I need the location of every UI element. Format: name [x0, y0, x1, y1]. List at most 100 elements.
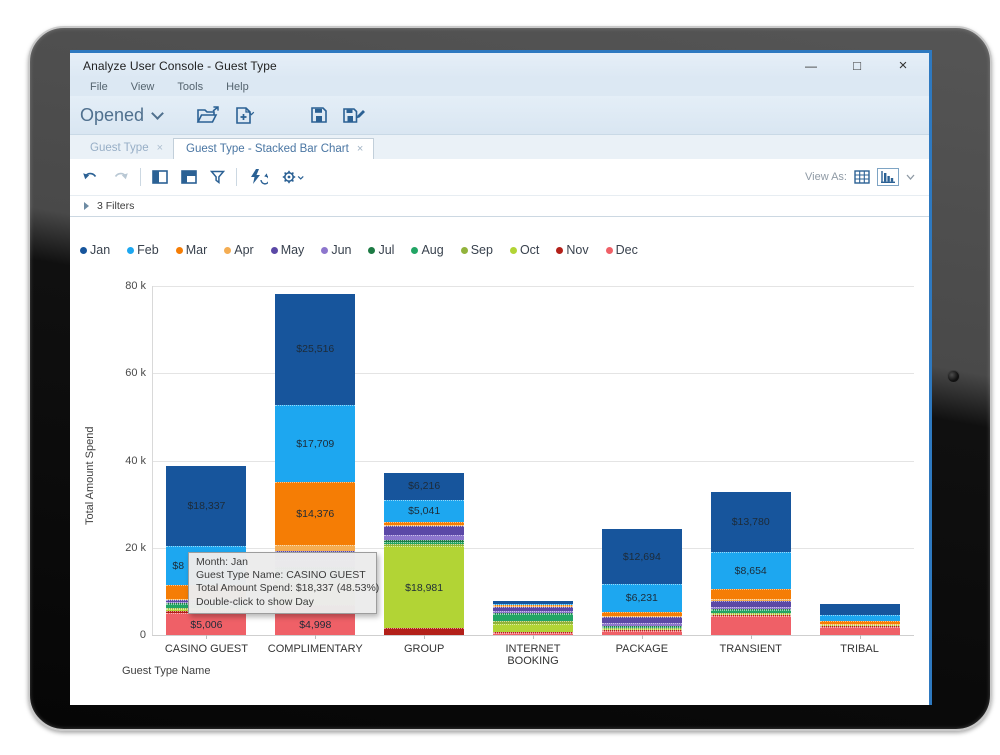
legend-item-nov[interactable]: Nov — [556, 243, 589, 257]
bar-segment-mar[interactable] — [601, 611, 682, 616]
bar-segment-jan[interactable]: $18,337 — [166, 465, 247, 546]
legend-item-jan[interactable]: Jan — [80, 243, 110, 257]
bar-segment-aug[interactable] — [710, 609, 791, 613]
bar-segment-apr[interactable] — [384, 524, 465, 526]
bar-segment-dec[interactable]: $5,006 — [166, 613, 247, 635]
bar-segment-feb[interactable]: $6,231 — [601, 584, 682, 612]
legend-item-apr[interactable]: Apr — [224, 243, 254, 257]
legend-item-feb[interactable]: Feb — [127, 243, 159, 257]
tab-guest-type[interactable]: Guest Type × — [78, 138, 173, 159]
open-folder-icon[interactable] — [196, 105, 220, 125]
bar-internet-booking[interactable] — [493, 601, 573, 635]
tab-close-icon[interactable]: × — [356, 143, 364, 155]
bar-segment-nov[interactable] — [710, 614, 791, 617]
bar-segment-jul[interactable] — [601, 625, 682, 627]
bar-segment-jul[interactable] — [710, 608, 791, 610]
bar-segment-dec[interactable] — [493, 633, 573, 635]
bar-segment-jun[interactable] — [601, 622, 682, 626]
maximize-button[interactable]: □ — [853, 58, 861, 73]
opened-dropdown[interactable]: Opened — [80, 105, 164, 126]
bar-segment-dec[interactable] — [601, 630, 682, 635]
bar-segment-jun[interactable] — [493, 610, 573, 613]
bar-segment-nov[interactable] — [493, 632, 573, 634]
bar-segment-mar[interactable] — [384, 521, 465, 525]
save-as-icon[interactable] — [342, 106, 366, 124]
bar-transient[interactable]: $13,780 $8,654 — [710, 491, 791, 635]
bar-segment-dec[interactable] — [710, 616, 791, 635]
bar-segment-jan[interactable]: $6,216 — [384, 472, 465, 500]
filter-icon[interactable] — [210, 170, 225, 185]
bar-segment-apr[interactable] — [710, 599, 791, 602]
bar-segment-jun[interactable] — [384, 535, 465, 541]
bar-segment-jan[interactable]: $12,694 — [601, 529, 682, 585]
bar-segment-jan[interactable]: $25,516 — [275, 293, 356, 405]
tab-guest-type-stacked-bar-chart[interactable]: Guest Type - Stacked Bar Chart × — [173, 138, 375, 160]
legend-item-sep[interactable]: Sep — [460, 243, 493, 257]
bar-segment-apr[interactable] — [493, 606, 573, 608]
bar-segment-may[interactable] — [384, 525, 465, 536]
bar-segment-oct[interactable] — [819, 625, 900, 627]
bar-segment-nov[interactable] — [384, 628, 465, 635]
bar-tribal[interactable] — [819, 604, 900, 635]
tab-close-icon[interactable]: × — [156, 142, 164, 154]
bar-segment-sep[interactable] — [384, 544, 465, 546]
bar-segment-mar[interactable] — [819, 621, 900, 625]
close-button[interactable]: × — [898, 57, 908, 74]
bar-segment-aug[interactable] — [601, 626, 682, 628]
legend-item-mar[interactable]: Mar — [175, 243, 207, 257]
bar-segment-jan[interactable] — [493, 601, 573, 604]
bar-segment-aug[interactable] — [384, 541, 465, 545]
bar-segment-apr[interactable] — [601, 615, 682, 617]
chart-view-icon[interactable] — [877, 168, 899, 186]
bar-segment-jan[interactable] — [819, 604, 900, 615]
bar-segment-nov[interactable] — [819, 626, 900, 628]
save-icon[interactable] — [310, 106, 328, 124]
bar-segment-may[interactable] — [601, 616, 682, 623]
bar-group[interactable]: $6,216 $5,041 $18,981 — [384, 472, 465, 635]
legend-item-may[interactable]: May — [270, 243, 304, 257]
bar-segment-mar[interactable] — [710, 589, 791, 600]
bar-segment-feb[interactable]: $8,654 — [710, 551, 791, 590]
legend-item-jun[interactable]: Jun — [321, 243, 351, 257]
bar-segment-feb[interactable] — [493, 603, 573, 606]
menu-item-tools[interactable]: Tools — [177, 81, 204, 93]
menu-item-view[interactable]: View — [130, 81, 155, 93]
undo-icon[interactable] — [82, 170, 99, 184]
new-document-icon[interactable] — [234, 106, 260, 125]
menu-item-help[interactable]: Help — [226, 81, 249, 93]
bar-segment-oct[interactable]: $18,981 — [384, 545, 465, 629]
grid-view-icon[interactable] — [854, 170, 870, 184]
bar-segment-sep[interactable] — [493, 621, 573, 624]
redo-icon[interactable] — [112, 170, 129, 184]
bar-segment-sep[interactable] — [710, 612, 791, 614]
panel-top-icon[interactable] — [181, 170, 197, 184]
legend-item-dec[interactable]: Dec — [605, 243, 638, 257]
bar-segment-apr[interactable] — [819, 624, 900, 626]
bar-segment-jun[interactable] — [710, 606, 791, 609]
bar-segment-jan[interactable]: $13,780 — [710, 491, 791, 552]
bar-segment-nov[interactable] — [601, 629, 682, 631]
legend-item-jul[interactable]: Jul — [368, 243, 394, 257]
bar-segment-feb[interactable] — [819, 614, 900, 622]
bar-segment-feb[interactable]: $5,041 — [384, 499, 465, 522]
refresh-actions-icon[interactable] — [248, 169, 268, 185]
bar-segment-may[interactable] — [493, 607, 573, 611]
bar-segment-jul[interactable] — [493, 612, 573, 614]
filters-bar[interactable]: 3 Filters — [70, 196, 929, 217]
bar-segment-aug[interactable] — [493, 613, 573, 622]
bar-segment-dec[interactable]: $4,998 — [275, 613, 356, 635]
menu-item-file[interactable]: File — [90, 81, 108, 93]
view-as-chevron-icon[interactable] — [906, 174, 915, 180]
bar-package[interactable]: $12,694 $6,231 — [601, 529, 682, 635]
panel-left-icon[interactable] — [152, 170, 168, 184]
bar-segment-dec[interactable] — [819, 627, 900, 635]
bar-segment-oct[interactable] — [493, 623, 573, 633]
legend-item-oct[interactable]: Oct — [509, 243, 539, 257]
bar-segment-mar[interactable]: $14,376 — [275, 482, 356, 545]
legend-item-aug[interactable]: Aug — [411, 243, 444, 257]
bar-segment-apr[interactable] — [275, 544, 356, 552]
bar-segment-mar[interactable] — [493, 605, 573, 607]
minimize-button[interactable]: — — [805, 58, 817, 73]
bar-segment-oct[interactable] — [601, 628, 682, 630]
settings-gear-icon[interactable] — [281, 169, 305, 185]
